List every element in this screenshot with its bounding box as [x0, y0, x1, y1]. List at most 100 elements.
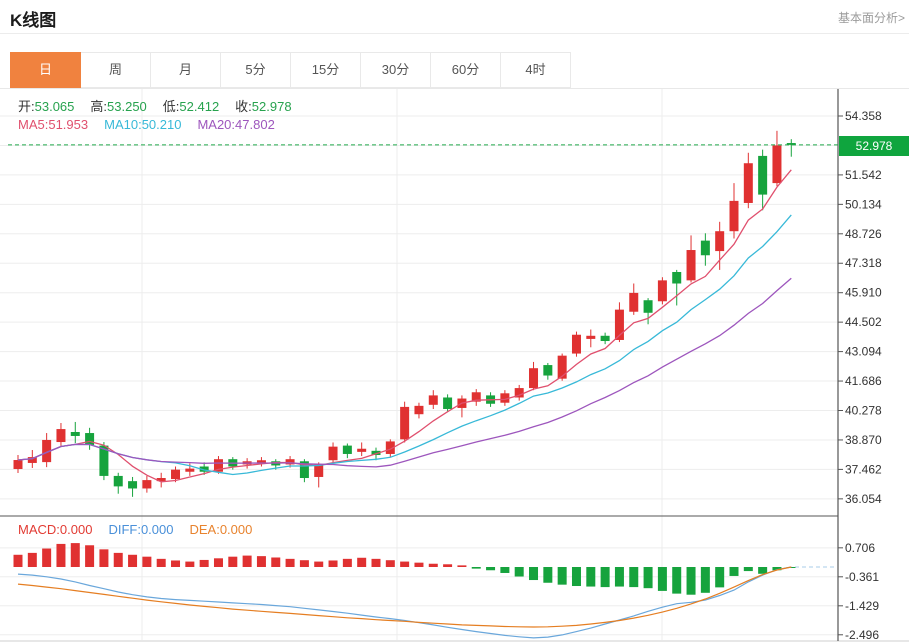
candle-body: [758, 155, 768, 195]
macd-histogram-bar: [42, 548, 52, 567]
page-title: K线图: [10, 11, 57, 30]
price-tick-label: 45.910: [845, 286, 882, 300]
macd-histogram-bar: [543, 567, 553, 583]
macd-histogram-bar: [443, 564, 453, 567]
macd-histogram-bar: [385, 560, 395, 567]
macd-histogram-bar: [758, 567, 768, 574]
candle-body: [686, 250, 696, 281]
candle-body: [213, 459, 223, 472]
candle-body: [185, 468, 195, 472]
candle-body: [471, 392, 481, 402]
candle-body: [42, 439, 52, 463]
macd-histogram-bar: [314, 561, 324, 567]
candle-body: [557, 355, 567, 379]
tab-60min[interactable]: 60分: [431, 52, 501, 88]
tab-month[interactable]: 月: [151, 52, 221, 88]
ma-ma5-label: MA5:: [18, 117, 49, 132]
candle-body: [299, 461, 309, 479]
header-divider: [0, 33, 909, 34]
macd-histogram-bar: [85, 545, 95, 567]
ma-readout: MA5:51.953 MA10:50.210 MA20:47.802: [18, 117, 291, 132]
ma-ma5: MA5:51.953: [18, 117, 88, 132]
macd-histogram-bar: [256, 556, 266, 567]
candle-body: [371, 450, 381, 456]
macd-histogram-bar: [614, 567, 624, 587]
tab-15min[interactable]: 15分: [291, 52, 361, 88]
macd-diff-label: DIFF:: [108, 522, 141, 537]
macd-histogram-bar: [514, 567, 524, 577]
tab-5min[interactable]: 5分: [221, 52, 291, 88]
macd-histogram-bar: [743, 567, 753, 572]
price-tick-label: 37.462: [845, 462, 882, 476]
macd-histogram-bar: [772, 567, 782, 571]
macd-histogram-bar: [600, 567, 610, 588]
tab-week[interactable]: 周: [81, 52, 151, 88]
candle-body: [256, 460, 266, 464]
macd-histogram-bar: [271, 557, 281, 567]
candle-body: [70, 431, 80, 436]
candle-body: [285, 459, 295, 465]
macd-histogram-bar: [557, 567, 567, 585]
current-price-badge: 52.978: [839, 136, 909, 156]
candle-body: [529, 368, 539, 389]
candle-body: [586, 335, 596, 339]
candle-body: [629, 292, 639, 312]
macd-histogram-bar: [56, 543, 66, 567]
candle-body: [128, 481, 138, 489]
macd-tick-label: -0.361: [845, 570, 879, 584]
candle-body: [13, 460, 23, 470]
candle-body: [772, 145, 782, 184]
macd-histogram-bar: [299, 560, 309, 567]
tab-day[interactable]: 日: [10, 52, 81, 88]
price-tick-label: 36.054: [845, 492, 882, 506]
ohlc-readout: 开:53.065 高:53.250 低:52.412 收:52.978: [18, 96, 308, 115]
dea-line: [17, 566, 792, 628]
ohlc-high-value: 53.250: [107, 99, 147, 114]
ma5-line: [17, 169, 792, 483]
ohlc-open-value: 53.065: [34, 99, 75, 114]
macd-histogram-bar: [400, 561, 410, 567]
macd-histogram-bar: [643, 567, 653, 589]
candle-body: [614, 309, 624, 340]
macd-histogram-bar: [357, 557, 367, 567]
diff-line: [17, 566, 792, 639]
macd-histogram-bar: [285, 558, 295, 567]
candle-body: [500, 393, 510, 403]
macd-diff-value: 0.000: [140, 522, 174, 537]
tab-30min[interactable]: 30分: [361, 52, 431, 88]
macd-histogram-bar: [99, 549, 109, 567]
candle-body: [414, 405, 424, 415]
fundamental-analysis-link[interactable]: 基本面分析>: [837, 11, 905, 25]
macd-histogram-bar: [414, 562, 424, 567]
candle-body: [156, 478, 166, 482]
ohlc-high: 高:53.250: [90, 99, 146, 114]
ohlc-close: 收:52.978: [235, 99, 291, 114]
ohlc-open: 开:53.065: [18, 99, 74, 114]
tab-4hour[interactable]: 4时: [501, 52, 571, 88]
candle-body: [199, 466, 209, 472]
macd-histogram-bar: [657, 567, 667, 591]
candle-body: [543, 365, 553, 376]
candle-body: [400, 406, 410, 440]
macd-histogram-bar: [457, 565, 467, 567]
macd-histogram-bar: [142, 556, 152, 567]
period-tabbar: 日周月 5分 15分 30分 60分 4时: [10, 52, 571, 88]
price-tick-label: 50.134: [845, 197, 882, 211]
macd-histogram-bar: [128, 554, 138, 567]
ohlc-close-label: 收:: [235, 99, 252, 114]
macd-histogram-bar: [529, 567, 539, 581]
macd-dea-label: DEA:: [189, 522, 220, 537]
ma-ma5-value: 51.953: [48, 117, 89, 132]
macd-histogram-bar: [156, 558, 166, 567]
macd-histogram-bar: [686, 567, 696, 595]
ohlc-low-value: 52.412: [179, 99, 220, 114]
ma-ma20-value: 47.802: [235, 117, 275, 132]
ma-ma10: MA10:50.210: [104, 117, 181, 132]
ma-ma10-label: MA10:: [104, 117, 142, 132]
macd-histogram-bar: [571, 567, 581, 587]
macd-histogram-bar: [586, 567, 596, 587]
candle-body: [385, 441, 395, 454]
candle-body: [113, 475, 123, 487]
candle-body: [700, 240, 710, 256]
